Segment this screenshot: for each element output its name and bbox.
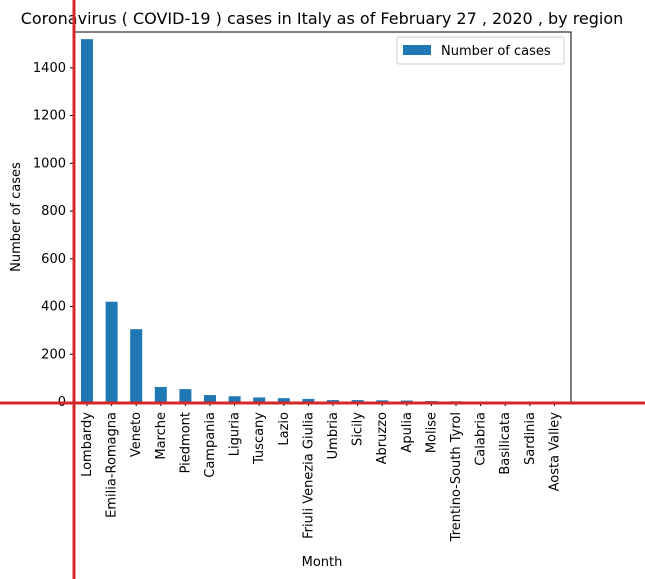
x-tick-label: Lazio bbox=[277, 412, 292, 446]
legend-frame bbox=[396, 36, 565, 65]
x-tick-label: Veneto bbox=[129, 412, 144, 457]
bar-lazio bbox=[277, 398, 290, 402]
bar-tuscany bbox=[253, 397, 266, 402]
y-tick-label: 1200 bbox=[33, 109, 66, 124]
x-tick-label: Campania bbox=[203, 412, 218, 478]
bar-lombardy bbox=[81, 39, 93, 403]
x-tick-label: Tuscany bbox=[252, 412, 267, 465]
bar-campania bbox=[204, 395, 216, 402]
x-tick-label: Apulia bbox=[400, 412, 415, 453]
x-tick-label: Emilia-Romagna bbox=[105, 412, 120, 518]
y-tick-label: 800 bbox=[41, 204, 66, 219]
bar-apulia bbox=[400, 400, 413, 402]
x-tick-label: Umbria bbox=[326, 412, 341, 459]
x-tick-label: Aosta Valley bbox=[547, 412, 562, 492]
x-tick-label: Sardinia bbox=[523, 412, 538, 465]
y-axis-label: Number of cases bbox=[9, 162, 24, 272]
y-tick-label: 1400 bbox=[33, 61, 66, 76]
x-tick-label: Calabria bbox=[474, 412, 489, 466]
bar-veneto bbox=[130, 329, 143, 402]
y-tick-label: 600 bbox=[41, 252, 66, 267]
x-tick-label: Abruzzo bbox=[375, 412, 390, 464]
legend: Number of cases bbox=[396, 36, 565, 65]
axes-layer: 0200400600800100012001400LombardyEmilia-… bbox=[33, 31, 572, 542]
legend-label: Number of cases bbox=[441, 44, 551, 59]
bar-sicily bbox=[351, 400, 364, 402]
x-axis-label: Month bbox=[302, 555, 343, 570]
y-tick-label: 200 bbox=[41, 347, 66, 362]
legend-swatch bbox=[403, 45, 431, 55]
x-tick-label: Molise bbox=[424, 412, 439, 453]
bar-marche bbox=[154, 386, 167, 402]
bar-piedmont bbox=[179, 389, 192, 402]
x-tick-label: Sicily bbox=[351, 412, 366, 446]
plot-frame bbox=[73, 31, 572, 403]
x-tick-label: Lombardy bbox=[80, 412, 95, 477]
bars-layer bbox=[81, 39, 536, 403]
bar-abruzzo bbox=[376, 400, 389, 402]
bar-friuli-venezia-giulia bbox=[302, 398, 315, 402]
x-tick-label: Marche bbox=[154, 412, 169, 460]
x-tick-label: Piedmont bbox=[178, 412, 193, 473]
y-tick-label: 400 bbox=[41, 300, 66, 315]
x-tick-label: Basilicata bbox=[498, 412, 513, 475]
x-tick-label: Liguria bbox=[228, 412, 243, 456]
x-tick-label: Trentino-South Tyrol bbox=[449, 412, 464, 542]
bar-emilia-romagna bbox=[105, 301, 118, 402]
bar-liguria bbox=[228, 396, 241, 402]
bar-umbria bbox=[327, 400, 339, 402]
chart-title: Coronavirus ( COVID-19 ) cases in Italy … bbox=[21, 9, 624, 28]
y-tick-label: 1000 bbox=[33, 156, 66, 171]
x-tick-label: Friuli Venezia Giulia bbox=[301, 412, 316, 539]
